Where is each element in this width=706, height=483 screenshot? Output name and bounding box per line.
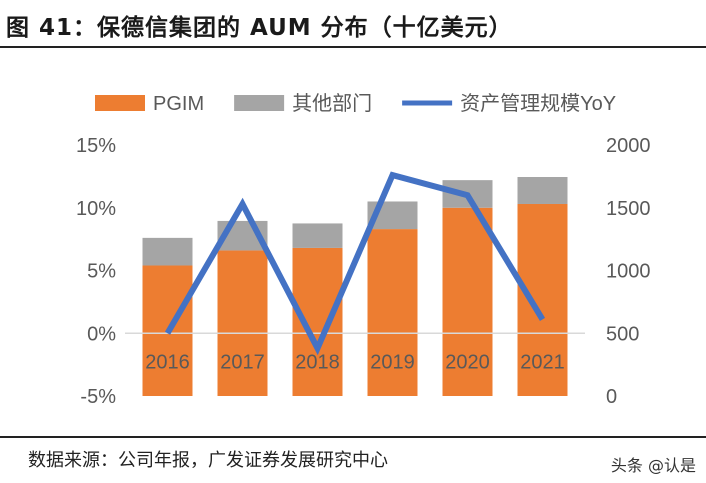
yoy-line xyxy=(164,171,546,356)
left-tick-label: 10% xyxy=(76,198,116,220)
bar-pgim-2021 xyxy=(517,203,568,396)
bar-pgim-2018 xyxy=(292,247,343,396)
legend-swatch xyxy=(95,95,145,111)
right-tick-label: 2000 xyxy=(606,135,651,157)
left-tick-label: 0% xyxy=(87,323,116,345)
legend-swatch xyxy=(234,95,285,111)
source-note: 数据来源：公司年报，广发证券发展研究中心 xyxy=(28,450,388,471)
legend-label: 其他部门 xyxy=(292,92,372,115)
x-tick-label: 2021 xyxy=(520,351,565,373)
bar-其他部门-2018 xyxy=(292,223,343,248)
title-rule xyxy=(0,46,706,48)
legend-label: PGIM xyxy=(153,93,204,115)
right-tick-label: 0 xyxy=(606,386,617,408)
bar-pgim-2020 xyxy=(442,207,493,396)
source-rule xyxy=(0,436,706,438)
x-tick-label: 2020 xyxy=(445,351,490,373)
chart: -5% 0% 5% 10% 15% 0 500 1000 1500 2000 2016 2017 201… xyxy=(76,92,651,408)
left-tick-label: 15% xyxy=(76,135,116,157)
left-tick-label: 5% xyxy=(87,261,116,283)
figure-title: 图 41：保德信集团的 AUM 分布（十亿美元） xyxy=(6,15,513,41)
x-tick-label: 2016 xyxy=(145,351,190,373)
x-tick-label: 2017 xyxy=(220,351,265,373)
watermark: 头条 @认是 xyxy=(610,456,696,475)
bar-pgim-2017 xyxy=(217,250,268,396)
bar-pgim-2019 xyxy=(367,229,418,396)
bar-其他部门-2021 xyxy=(517,177,568,204)
legend-label: 资产管理规模YoY xyxy=(460,92,616,115)
x-tick-label: 2019 xyxy=(370,351,415,373)
right-tick-label: 500 xyxy=(606,323,639,345)
right-tick-label: 1000 xyxy=(606,261,651,283)
bar-其他部门-2016 xyxy=(142,237,193,266)
left-tick-label: -5% xyxy=(80,386,116,408)
right-tick-label: 1500 xyxy=(606,198,651,220)
x-tick-label: 2018 xyxy=(295,351,340,373)
